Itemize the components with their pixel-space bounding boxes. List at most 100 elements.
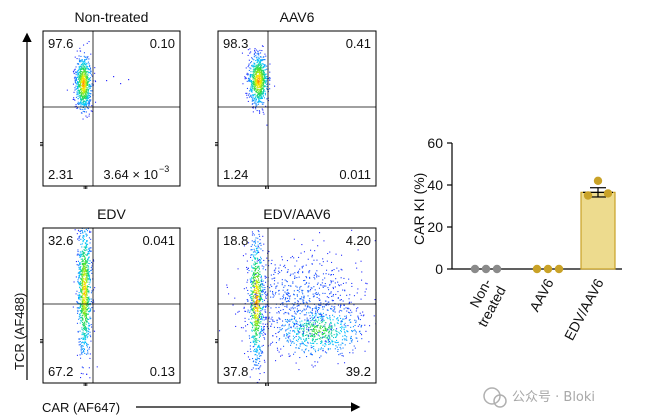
flow-dot	[80, 348, 82, 350]
flow-dot	[84, 239, 86, 241]
flow-dot	[80, 288, 82, 290]
flow-dot	[278, 289, 280, 291]
flow-dot	[81, 351, 83, 353]
flow-dot	[79, 72, 81, 74]
flow-dot	[82, 87, 84, 89]
flow-dot	[336, 322, 338, 324]
flow-dot	[73, 91, 75, 93]
flow-dot	[259, 333, 261, 335]
flow-dot	[80, 270, 82, 272]
flow-dot	[255, 78, 257, 80]
flow-dot	[318, 316, 320, 318]
flow-dot	[87, 351, 89, 353]
flow-dot	[260, 365, 262, 367]
flow-dot	[259, 287, 261, 289]
flow-dot	[260, 294, 262, 296]
flow-dot	[260, 66, 262, 68]
flow-dot	[303, 308, 305, 310]
flow-dot	[75, 66, 77, 68]
flow-dot	[78, 94, 80, 96]
flow-dot	[256, 267, 258, 269]
flow-dot	[86, 241, 88, 243]
flow-dot	[83, 264, 85, 266]
flow-dot	[285, 297, 287, 299]
flow-dot	[314, 332, 316, 334]
flow-dot	[79, 295, 81, 297]
flow-dot	[257, 275, 259, 277]
flow-dot	[335, 293, 337, 295]
flow-dot	[257, 319, 259, 321]
flow-dot	[84, 95, 86, 97]
flow-dot	[281, 302, 283, 304]
flow-dot	[260, 92, 262, 94]
flow-dot	[79, 294, 81, 296]
flow-dot	[338, 344, 340, 346]
flow-dot	[75, 276, 77, 278]
flow-dot	[265, 82, 267, 84]
flow-dot	[253, 306, 255, 308]
flow-dot	[82, 95, 84, 97]
flow-dot	[255, 281, 257, 283]
flow-dot	[318, 319, 320, 321]
flow-dot	[357, 325, 359, 327]
flow-dot	[253, 317, 255, 319]
flow-dot	[257, 85, 259, 87]
flow-dot	[255, 266, 257, 268]
flow-dot	[257, 309, 259, 311]
flow-dot	[261, 83, 263, 85]
flow-dot	[78, 253, 80, 255]
flow-dot	[86, 294, 88, 296]
flow-dot	[84, 108, 86, 110]
flow-dot	[271, 285, 273, 287]
flow-dot	[345, 317, 347, 319]
flow-dot	[254, 289, 256, 291]
flow-dot	[361, 279, 363, 281]
flow-dot	[254, 49, 256, 51]
flow-dot	[253, 310, 255, 312]
flow-dot	[257, 311, 259, 313]
flow-dot	[345, 318, 347, 320]
flow-dot	[320, 348, 322, 350]
flow-dot	[84, 338, 86, 340]
flow-dot	[82, 319, 84, 321]
flow-dot	[311, 354, 313, 356]
flow-dot	[306, 325, 308, 327]
flow-dot	[251, 276, 253, 278]
flow-dot	[286, 281, 288, 283]
flow-dot	[86, 305, 88, 307]
flow-dot	[87, 61, 89, 63]
flow-dot	[329, 315, 331, 317]
flow-dot	[88, 77, 90, 79]
flow-dot	[86, 337, 88, 339]
flow-dot	[86, 318, 88, 320]
flow-dot	[320, 317, 322, 319]
flow-dot	[80, 75, 82, 77]
flow-dot	[359, 330, 361, 332]
flow-dot	[90, 231, 92, 233]
flow-dot	[314, 316, 316, 318]
flow-dot	[322, 329, 324, 331]
flow-dot	[264, 78, 266, 80]
flow-dot	[290, 344, 292, 346]
watermark-icon	[483, 387, 507, 408]
flow-dot	[80, 350, 82, 352]
flow-dot	[260, 310, 262, 312]
flow-dot	[327, 301, 329, 303]
flow-dot	[310, 287, 312, 289]
flow-dot	[257, 304, 259, 306]
flow-dot	[250, 82, 252, 84]
flow-dot	[254, 48, 256, 50]
flow-dot	[349, 342, 351, 344]
flow-dot	[354, 329, 356, 331]
flow-dot	[82, 274, 84, 276]
flow-dot	[81, 317, 83, 319]
flow-dot	[257, 276, 259, 278]
flow-dot	[251, 281, 253, 283]
flow-dot	[289, 275, 291, 277]
flow-dot	[246, 92, 248, 94]
flow-dot	[88, 105, 90, 107]
flow-dot	[348, 278, 350, 280]
flow-dot	[310, 347, 312, 349]
flow-dot	[266, 326, 268, 328]
flow-dot	[253, 285, 255, 287]
